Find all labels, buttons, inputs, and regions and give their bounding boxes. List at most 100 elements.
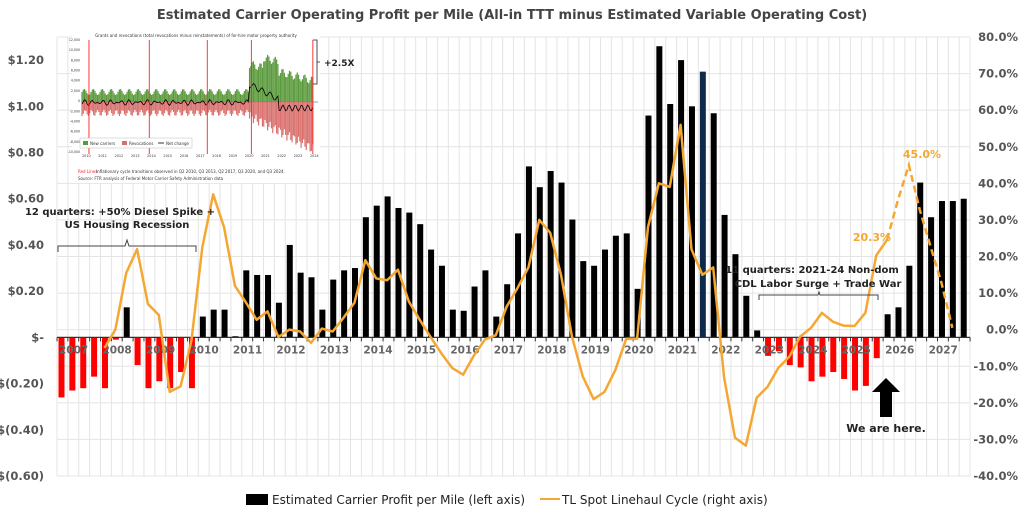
bar (949, 201, 956, 338)
inset-y-tick: -2,000 (70, 109, 80, 113)
bar (884, 314, 891, 338)
inset-legend-net: Net change (166, 141, 190, 146)
bar (406, 212, 413, 338)
left-axis: $1.20 $1.00 $0.80 $0.60 $0.40 $0.20 $- $(0.20) $… (0, 53, 44, 483)
chart-title: Estimated Carrier Operating Profit per M… (157, 8, 867, 23)
bar (819, 337, 826, 377)
bar (906, 265, 913, 338)
bar (286, 244, 293, 338)
x-tick-label: 2007 (59, 344, 88, 356)
bar (428, 249, 435, 338)
bar (145, 337, 152, 389)
inset-x-tick: 2010 (82, 154, 91, 158)
bar (591, 265, 598, 338)
legend: Estimated Carrier Profit per Mile (left … (246, 493, 768, 507)
annotation-here-text: We are here. (846, 422, 926, 435)
inset-x-tick: 2023 (294, 154, 303, 158)
bar (319, 309, 326, 338)
annotation-cdl-line1: 11 quarters: 2021-24 Non-dom (725, 265, 899, 276)
up-arrow-icon (872, 378, 900, 417)
bar (275, 302, 282, 338)
bar (634, 288, 641, 338)
right-tick-label: -40.0% (973, 469, 1018, 483)
x-tick-label: 2015 (407, 344, 436, 356)
x-tick-label: 2023 (755, 344, 784, 356)
bar (602, 249, 608, 338)
annotation-housing-line2: US Housing Recession (65, 220, 190, 231)
x-tick-label: 2009 (146, 344, 175, 356)
bar (656, 46, 663, 338)
annotation-housing-bracket (57, 238, 197, 252)
bar (775, 337, 782, 352)
x-tick-label: 2011 (233, 344, 262, 356)
bar (482, 270, 489, 338)
inset-x-tick: 2019 (229, 154, 238, 158)
legend-line-label: TL Spot Linehaul Cycle (right axis) (561, 493, 768, 507)
annotation-cdl: 11 quarters: 2021-24 Non-dom CDL Labor S… (725, 265, 901, 300)
right-tick-label: 70.0% (978, 67, 1018, 81)
x-tick-label: 2019 (581, 344, 610, 356)
line-forecast-dashed (885, 160, 954, 329)
inset-y-tick: -6,000 (70, 130, 80, 134)
x-tick-label: 2008 (102, 344, 131, 356)
annotation-cdl-bracket (758, 290, 879, 300)
inset-net-line (81, 83, 314, 112)
bar (667, 104, 674, 338)
bar (525, 166, 532, 338)
right-tick-label: 30.0% (978, 213, 1018, 227)
right-axis: 80.0% 70.0% 60.0% 50.0% 40.0% 30.0% 20.0% 10.0%… (973, 30, 1018, 483)
bar (612, 235, 619, 338)
x-tick-label: 2010 (189, 344, 218, 356)
right-tick-label: 80.0% (978, 30, 1018, 44)
right-tick-label: 20.0% (978, 250, 1018, 264)
bar (928, 217, 935, 338)
left-tick-label: $0.20 (8, 284, 44, 298)
bar (797, 337, 804, 368)
inset-y-tick: -10,000 (68, 150, 80, 154)
inset-y-tick: 6,000 (71, 69, 80, 73)
line-series (103, 123, 954, 447)
annotation-value-45: 45.0% (903, 148, 941, 161)
inset-y-tick: -4,000 (70, 119, 80, 123)
inset-x-tick: 2011 (98, 154, 107, 158)
inset-y-tick: 10,000 (69, 48, 80, 52)
bar (688, 106, 695, 338)
bar (536, 187, 543, 338)
bar (91, 337, 98, 377)
bar (101, 337, 108, 389)
bar (449, 309, 456, 338)
x-tick-label: 2027 (929, 344, 958, 356)
x-tick-label: 2020 (624, 344, 653, 356)
annotation-cdl-line2: CDL Labor Surge + Trade War (735, 279, 902, 290)
inset-x-tick: 2018 (212, 154, 221, 158)
bar (547, 171, 554, 338)
bar (623, 233, 630, 338)
x-tick-label: 2022 (711, 344, 740, 356)
bar (123, 307, 130, 338)
inset-y-tick: 8,000 (71, 58, 80, 62)
bar (188, 337, 195, 389)
bar (297, 272, 304, 338)
bar (710, 113, 717, 338)
bar (862, 337, 869, 386)
legend-bar-label: Estimated Carrier Profit per Mile (left … (272, 493, 525, 507)
inset-legend-box (79, 137, 193, 149)
x-tick-label: 2024 (798, 344, 827, 356)
inset-title: Grants and revocations (total revocation… (95, 33, 297, 38)
bar (384, 196, 391, 338)
left-tick-label: $(0.40) (0, 423, 44, 437)
left-tick-label: $0.40 (8, 238, 44, 252)
bar (341, 270, 348, 338)
bar (732, 254, 739, 338)
bar (721, 214, 728, 338)
bar (308, 277, 315, 338)
inset-y-tick: -8,000 (70, 140, 80, 144)
bar (210, 309, 217, 338)
right-tick-label: 10.0% (978, 286, 1018, 300)
bar (569, 219, 576, 338)
inset-x-tick: 2020 (245, 154, 254, 158)
bar (765, 337, 772, 356)
annotation-value-20: 20.3% (853, 231, 891, 244)
inset-chart: Grants and revocations (total revocation… (68, 33, 354, 183)
